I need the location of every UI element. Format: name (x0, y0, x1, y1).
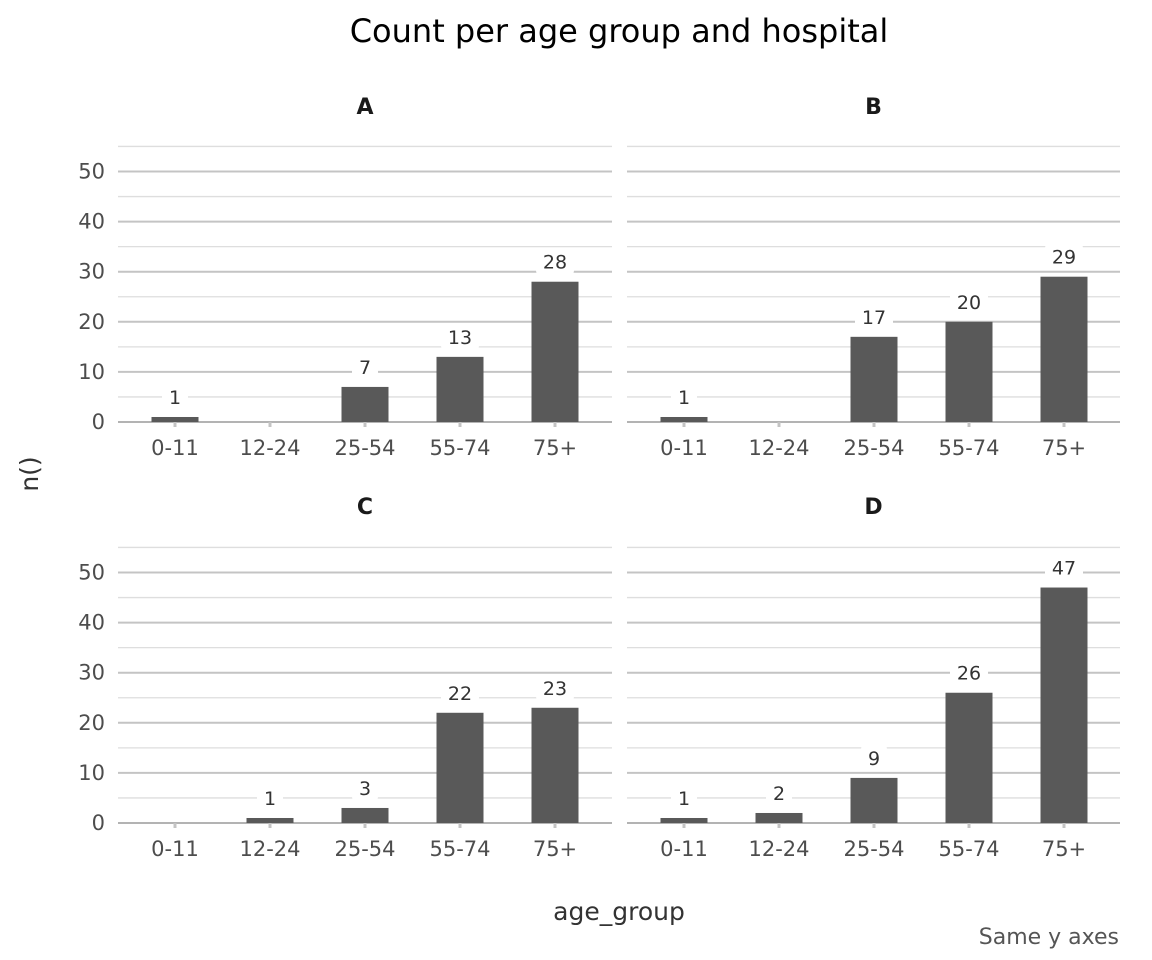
bar (850, 336, 898, 422)
x-tick-label: 55-74 (938, 837, 999, 861)
bar (945, 692, 993, 823)
bar-label-background (855, 303, 893, 330)
bar-label-background (441, 679, 479, 706)
x-tick-label: 55-74 (429, 837, 490, 861)
bar (531, 281, 579, 422)
bar-label-background (1045, 243, 1083, 270)
facet-panel-d: D 0-11 12-24 25-54 55-74 75+ 1 2 9 26 47 (627, 495, 1120, 861)
bar-value-label: 47 (1052, 558, 1076, 580)
y-tick-label: 20 (78, 711, 105, 735)
x-tick-label: 0-11 (151, 436, 199, 460)
y-tick-label: 10 (78, 360, 105, 384)
y-tick-label: 0 (92, 811, 105, 835)
x-tick-label: 55-74 (938, 436, 999, 460)
bar (945, 321, 993, 422)
bar-label-background (441, 323, 479, 350)
bar (436, 712, 484, 823)
chart-title: Count per age group and hospital (350, 12, 889, 50)
bar-label-background (1045, 554, 1083, 581)
x-axis-title: age_group (553, 897, 685, 926)
chart-caption: Same y axes (979, 925, 1119, 950)
bar (1040, 276, 1088, 422)
bar-value-label: 3 (359, 778, 371, 800)
x-tick-label: 75+ (1042, 436, 1086, 460)
x-tick-label: 0-11 (660, 837, 708, 861)
y-axis-title: n() (15, 456, 44, 491)
x-tick-label: 0-11 (660, 436, 708, 460)
y-tick-label: 50 (78, 160, 105, 184)
bar-value-label: 26 (957, 663, 981, 685)
facet-panel-c: C 0 10 20 30 40 50 0-11 12-24 25-54 55-74 75+ 1 3 22 23 (78, 495, 612, 861)
x-tick-label: 75+ (533, 837, 577, 861)
x-tick-label: 12-24 (748, 436, 809, 460)
bar (1040, 587, 1088, 823)
y-tick-label: 0 (92, 410, 105, 434)
x-tick-label: 12-24 (748, 837, 809, 861)
bar-value-label: 20 (957, 292, 981, 314)
bar (660, 416, 708, 422)
x-tick-label: 25-54 (334, 436, 395, 460)
y-tick-label: 40 (78, 611, 105, 635)
bar-label-background (950, 659, 988, 686)
bar-value-label: 23 (543, 678, 567, 700)
bar-value-label: 29 (1052, 247, 1076, 269)
bar-label-background (536, 674, 574, 701)
bar-value-label: 1 (264, 788, 276, 810)
facet-label: B (865, 95, 882, 120)
bar-label-background (766, 779, 792, 806)
bar (660, 817, 708, 823)
x-tick-label: 25-54 (843, 837, 904, 861)
x-tick-label: 12-24 (239, 837, 300, 861)
bar (850, 777, 898, 823)
bar (436, 356, 484, 422)
x-tick-label: 55-74 (429, 436, 490, 460)
bar (246, 817, 294, 823)
bar (531, 707, 579, 823)
bar-label-background (257, 784, 283, 811)
bar-label-background (536, 248, 574, 275)
facet-label: D (864, 495, 882, 520)
facet-panel-b: B 0-11 12-24 25-54 55-74 75+ 1 17 20 29 (627, 95, 1120, 460)
bar-label-background (861, 744, 887, 771)
bar-label-background (352, 353, 378, 380)
bar (755, 812, 803, 823)
facet-label: C (357, 495, 373, 520)
x-tick-label: 12-24 (239, 436, 300, 460)
y-tick-label: 30 (78, 260, 105, 284)
facet-panel-a: A 0 10 20 30 40 50 0-11 12-24 25-54 55-74 75+ 1 7 13 28 (78, 95, 612, 460)
bar-value-label: 1 (678, 788, 690, 810)
y-tick-label: 40 (78, 210, 105, 234)
bar (341, 386, 389, 422)
x-tick-label: 25-54 (334, 837, 395, 861)
bar-value-label: 13 (448, 327, 472, 349)
bar-value-label: 1 (169, 387, 181, 409)
bar-value-label: 1 (678, 387, 690, 409)
bar-value-label: 28 (543, 252, 567, 274)
bar-label-background (352, 774, 378, 801)
bar-label-background (671, 784, 697, 811)
bar-label-background (950, 288, 988, 315)
bar-value-label: 17 (862, 307, 886, 329)
facet-label: A (356, 95, 373, 120)
bar-value-label: 7 (359, 357, 371, 379)
y-tick-label: 20 (78, 310, 105, 334)
x-tick-label: 75+ (1042, 837, 1086, 861)
y-tick-label: 30 (78, 661, 105, 685)
bar (341, 807, 389, 823)
x-tick-label: 75+ (533, 436, 577, 460)
bar-value-label: 2 (773, 783, 785, 805)
bar-value-label: 9 (868, 748, 880, 770)
x-tick-label: 0-11 (151, 837, 199, 861)
bar (151, 416, 199, 422)
y-tick-label: 50 (78, 561, 105, 585)
x-tick-label: 25-54 (843, 436, 904, 460)
bar-label-background (671, 383, 697, 410)
bar-label-background (162, 383, 188, 410)
bar-value-label: 22 (448, 683, 472, 705)
y-tick-label: 10 (78, 761, 105, 785)
